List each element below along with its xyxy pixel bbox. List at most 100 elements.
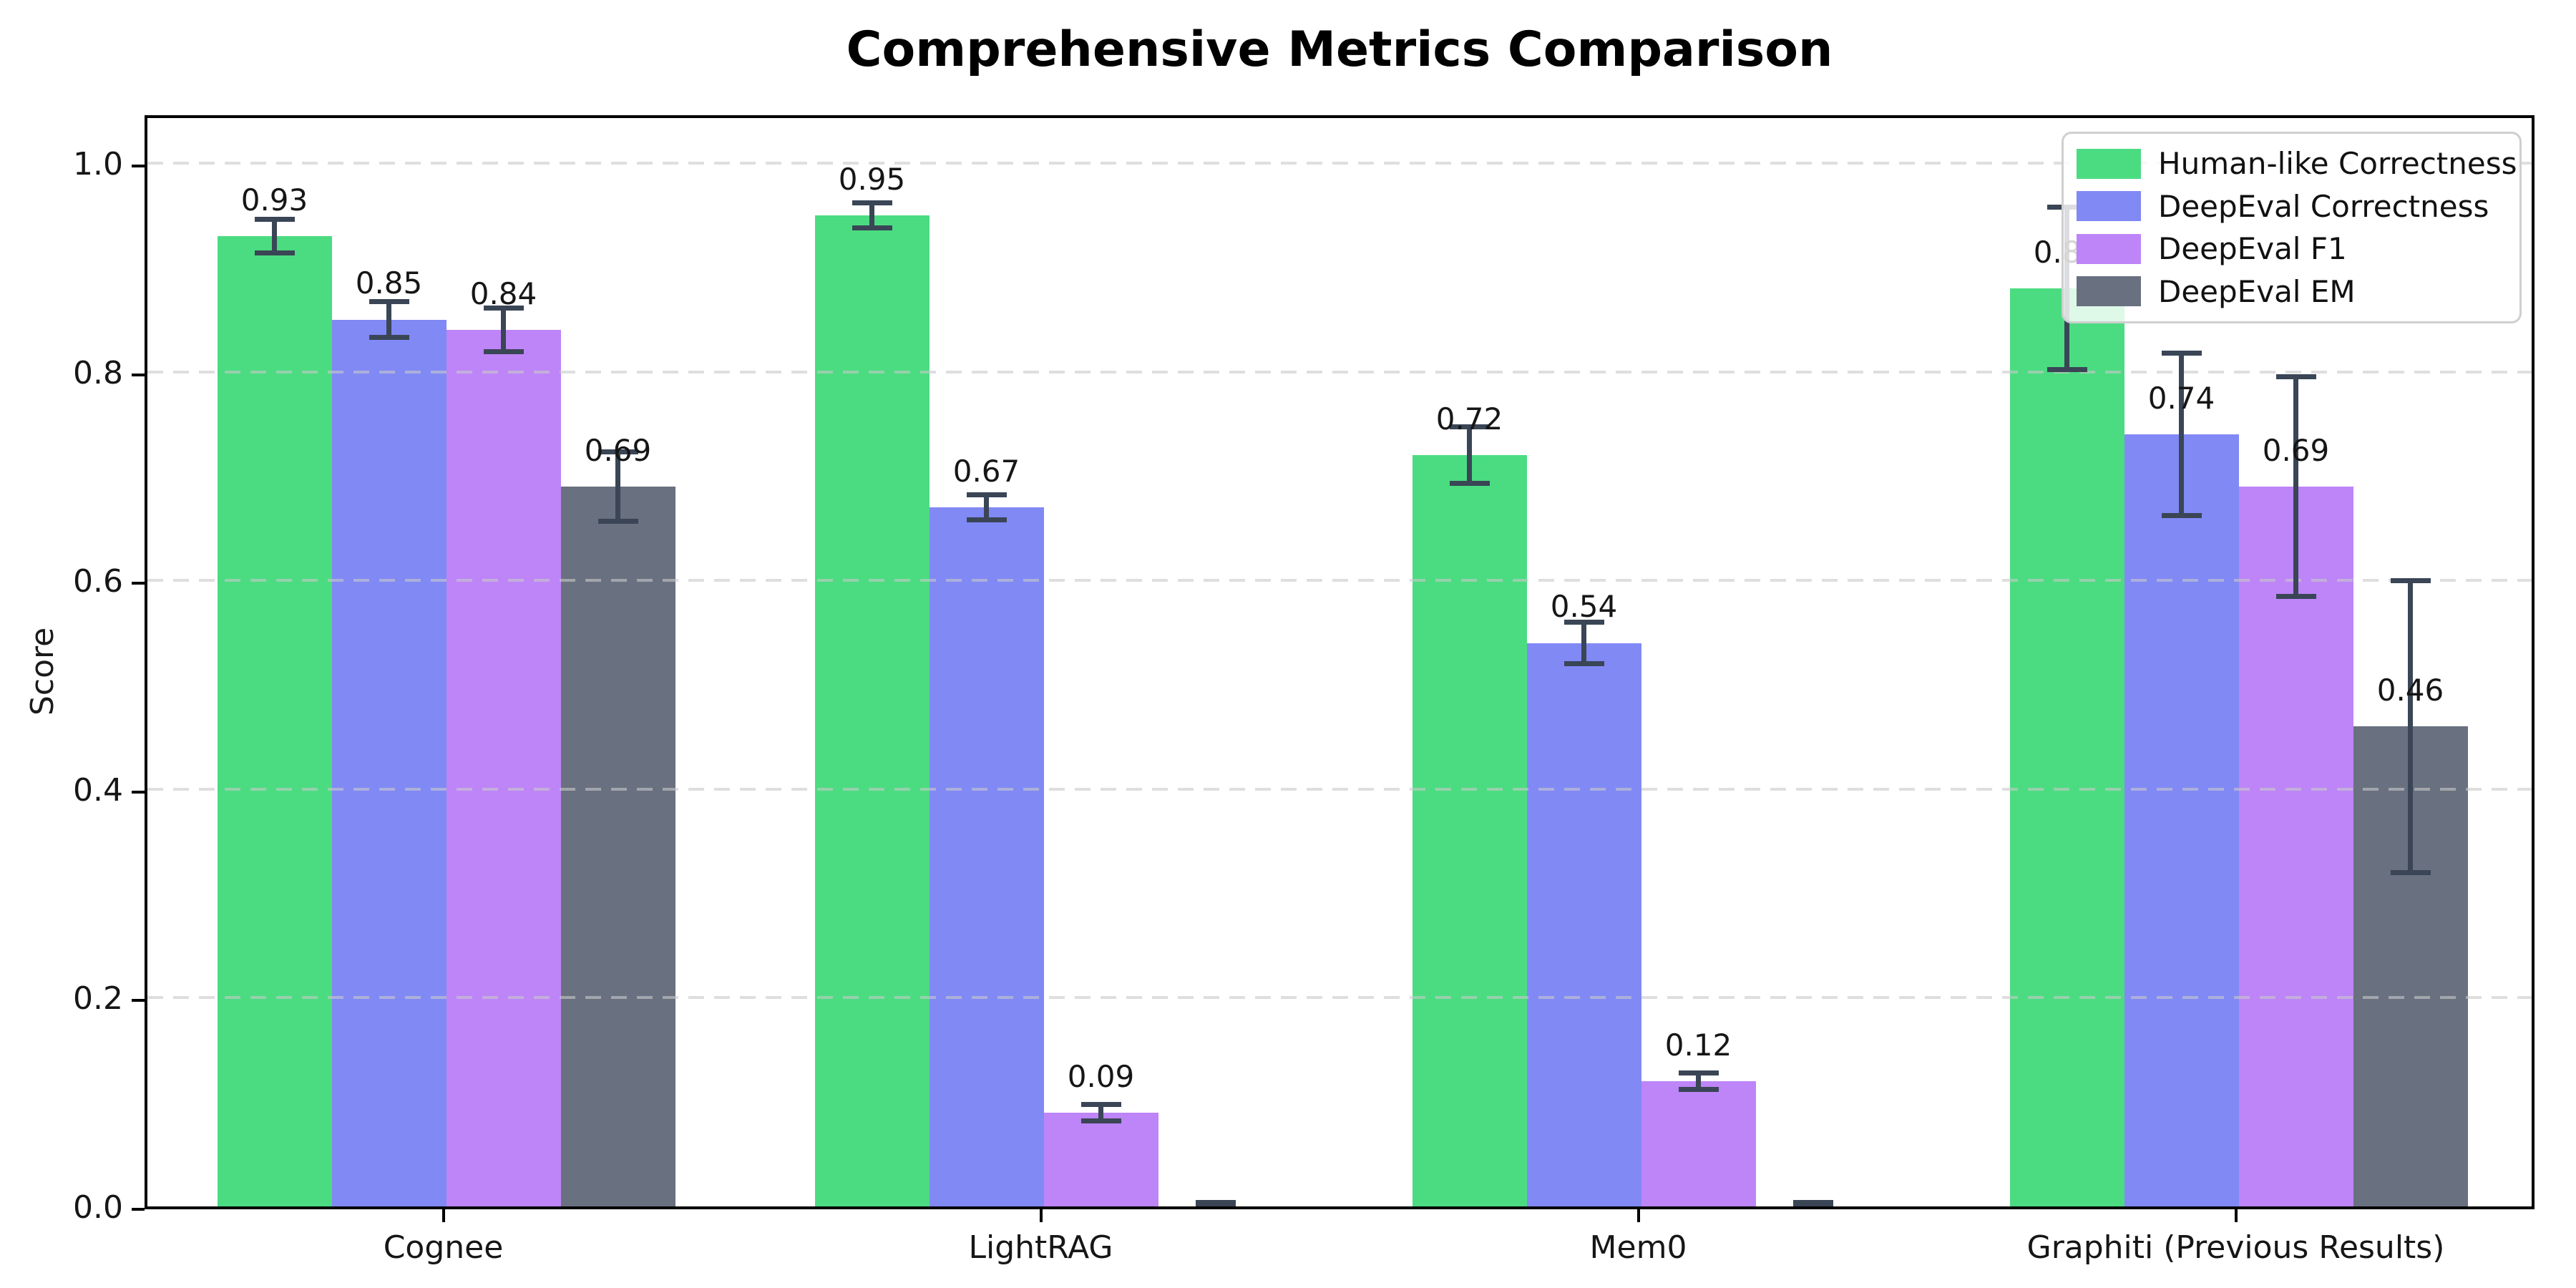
bar-value-label: 0.46: [2376, 673, 2444, 708]
error-bar-whisker: [1696, 1073, 1701, 1090]
y-axis-label: Score: [24, 627, 61, 716]
x-tick-label: LightRAG: [968, 1229, 1113, 1266]
x-tick-mark: [1636, 1209, 1640, 1222]
bar: [929, 507, 1044, 1206]
error-bar-cap: [966, 517, 1007, 523]
bar: [814, 215, 930, 1206]
error-bar-cap: [2390, 577, 2431, 583]
error-bar-cap: [2390, 869, 2431, 875]
x-tick-label: Mem0: [1589, 1229, 1687, 1266]
y-tick-label: 0.6: [73, 563, 123, 600]
legend-label: DeepEval F1: [2158, 231, 2347, 267]
bar-value-label: 0.69: [584, 432, 652, 468]
error-bar-whisker: [272, 219, 277, 253]
error-bar-cap: [1563, 661, 1604, 667]
legend-item: DeepEval Correctness: [2077, 189, 2507, 224]
error-bar-cap: [1449, 424, 1490, 430]
y-tick-mark: [132, 790, 145, 794]
error-bar-cap: [852, 225, 892, 230]
bar: [1043, 1112, 1158, 1206]
error-bar-cap: [2161, 350, 2202, 356]
error-bar-whisker: [869, 203, 874, 228]
error-bar-cap: [2161, 513, 2202, 519]
x-tick-label: Graphiti (Previous Results): [2026, 1229, 2445, 1266]
error-bar-cap: [597, 518, 638, 524]
error-bar-cap: [852, 200, 892, 205]
bar-value-label: 0.74: [2147, 380, 2215, 416]
bar: [1526, 643, 1641, 1206]
error-bar-whisker: [501, 308, 506, 352]
error-bar-whisker: [2408, 580, 2413, 873]
x-tick-mark: [2234, 1209, 2238, 1222]
error-bar-cap: [2275, 593, 2316, 599]
legend-label: DeepEval EM: [2158, 273, 2356, 309]
y-tick-mark: [132, 373, 145, 376]
error-bar-whisker: [615, 452, 620, 522]
chart-title: Comprehensive Metrics Comparison: [846, 21, 1833, 78]
gridline: [147, 579, 2532, 582]
bar: [1641, 1081, 1756, 1206]
legend-item: Human-like Correctness: [2077, 146, 2517, 181]
gridline: [147, 162, 2532, 165]
legend-label: Human-like Correctness: [2158, 146, 2517, 182]
error-bar-cap: [1678, 1087, 1719, 1093]
legend-item: DeepEval EM: [2077, 274, 2507, 309]
x-tick-mark: [441, 1209, 445, 1222]
bar: [331, 319, 447, 1206]
x-tick-label: Cognee: [383, 1229, 504, 1266]
bar: [2009, 288, 2124, 1206]
bar: [2124, 434, 2239, 1206]
bar-value-label: 0.69: [2262, 432, 2330, 468]
y-tick-mark: [132, 165, 145, 167]
error-bar-cap: [483, 306, 524, 311]
bar: [1412, 455, 1527, 1206]
error-bar-cap: [1792, 1201, 1833, 1206]
bar-value-label: 0.67: [952, 453, 1020, 489]
error-bar-cap: [483, 349, 524, 355]
bar-value-label: 0.84: [469, 276, 537, 312]
y-tick-label: 0.4: [73, 771, 123, 809]
error-bar-whisker: [2179, 353, 2184, 516]
bar-value-label: 0.09: [1067, 1058, 1135, 1094]
error-bar-cap: [254, 250, 295, 255]
y-tick-mark: [132, 1208, 145, 1211]
bar-value-label: 0.93: [240, 182, 308, 218]
y-tick-label: 0.8: [73, 354, 123, 391]
y-tick-mark: [132, 582, 145, 585]
error-bar-cap: [597, 449, 638, 455]
bar-value-label: 0.12: [1664, 1027, 1732, 1063]
error-bar-whisker: [2293, 376, 2298, 597]
error-bar-cap: [1449, 481, 1490, 487]
error-bar-whisker: [1098, 1104, 1103, 1121]
bar: [446, 330, 561, 1206]
y-tick-label: 1.0: [73, 146, 123, 182]
error-bar-cap: [1563, 620, 1604, 625]
bar: [217, 236, 332, 1206]
error-bar-cap: [2275, 374, 2316, 380]
legend-swatch: [2077, 148, 2141, 179]
error-bar-whisker: [386, 301, 391, 338]
error-bar-whisker: [984, 494, 989, 520]
error-bar-cap: [369, 335, 409, 340]
bar-value-label: 0.72: [1435, 401, 1503, 436]
x-tick-mark: [1039, 1209, 1043, 1222]
legend-swatch: [2077, 276, 2141, 307]
bar-value-label: 0.95: [838, 161, 906, 197]
legend: Human-like Correctness DeepEval Correctne…: [2062, 132, 2522, 323]
y-tick-label: 0.0: [73, 1189, 123, 1226]
error-bar-cap: [1080, 1118, 1121, 1123]
gridline: [147, 787, 2532, 791]
error-bar-cap: [254, 217, 295, 223]
error-bar-cap: [369, 299, 409, 305]
error-bar-cap: [1678, 1070, 1719, 1075]
bar-value-label: 0.54: [1550, 589, 1618, 625]
legend-swatch: [2077, 233, 2141, 264]
legend-label: DeepEval Correctness: [2158, 188, 2489, 224]
y-tick-label: 0.2: [73, 980, 123, 1018]
gridline: [147, 370, 2532, 374]
y-tick-mark: [132, 999, 145, 1002]
error-bar-cap: [1195, 1201, 1236, 1206]
bar-value-label: 0.85: [355, 265, 423, 301]
legend-swatch: [2077, 191, 2141, 222]
